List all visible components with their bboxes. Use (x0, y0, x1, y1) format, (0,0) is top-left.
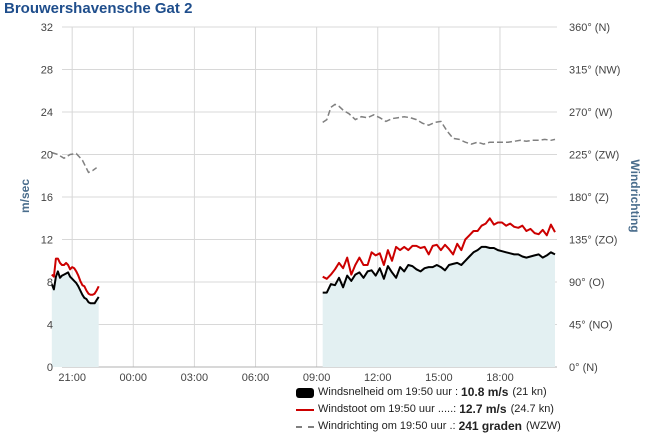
y-tick-label-right: 225° (ZW) (569, 150, 619, 162)
y-axis-left-ticks: 32 28 24 20 16 12 8 4 0 (41, 22, 53, 374)
y-tick-label: 16 (41, 192, 53, 204)
x-tick-label: 12:00 (364, 372, 392, 384)
chart-title: Brouwershavensche Gat 2 (4, 0, 193, 17)
y-tick-label-right: 315° (NW) (569, 65, 620, 77)
y-tick-label: 0 (47, 362, 53, 374)
speed-line (322, 245, 556, 294)
legend-label-gust: Windstoot om 19:50 uur .....: (318, 403, 457, 415)
x-tick-label: 06:00 (242, 372, 270, 384)
gust-line (51, 257, 100, 296)
y-tick-label: 32 (41, 22, 53, 34)
legend-swatch-direction (296, 425, 314, 428)
legend-value-direction: 241 graden (458, 419, 522, 433)
y-tick-label: 24 (41, 107, 53, 119)
y-tick-label-right: 360° (N) (569, 22, 610, 34)
wind-chart: 32 28 24 20 16 12 8 4 0 360° (N) 315° (NW) 270° (W… (18, 22, 642, 384)
speed-line (50, 270, 100, 305)
x-tick-label: 03:00 (181, 372, 209, 384)
y-tick-label: 20 (41, 150, 53, 162)
y-tick-label: 8 (47, 277, 53, 289)
legend-swatch-speed (296, 387, 314, 398)
y-axis-right-ticks: 360° (N) 315° (NW) 270° (W) 225° (ZW) 180° (… (569, 22, 620, 374)
y-tick-label-right: 135° (ZO) (569, 235, 617, 247)
direction-line (322, 103, 556, 145)
legend-value-gust: 12.7 m/s (459, 402, 507, 416)
legend-label-direction: Windrichting om 19:50 uur .: (318, 420, 456, 432)
legend-item-direction[interactable]: Windrichting om 19:50 uur .: 241 graden … (296, 418, 561, 435)
x-tick-label: 09:00 (303, 372, 331, 384)
legend-value-speed: 10.8 m/s (461, 385, 509, 399)
y-tick-label-right: 0° (N) (569, 362, 598, 374)
legend-label-speed: Windsnelheid om 19:50 uur : (318, 386, 459, 398)
y-tick-label: 28 (41, 65, 53, 77)
x-tick-label: 21:00 (58, 372, 86, 384)
y-tick-label: 4 (47, 320, 53, 332)
y-tick-label-right: 45° (NO) (569, 320, 613, 332)
x-axis-ticks: 21:00 00:00 03:00 06:00 09:00 12:00 15:00 18:00 (58, 372, 513, 384)
direction-line (51, 151, 98, 174)
y-tick-label: 12 (41, 235, 53, 247)
legend: Windsnelheid om 19:50 uur : 10.8 m/s (21… (296, 384, 561, 435)
y-tick-label-right: 180° (Z) (569, 192, 609, 204)
legend-unit-gust: (24.7 kn) (510, 403, 554, 415)
series-lines (50, 103, 556, 305)
x-tick-label: 00:00 (120, 372, 148, 384)
speed-area-fill (51, 271, 99, 367)
legend-item-gust[interactable]: Windstoot om 19:50 uur .....: 12.7 m/s (… (296, 401, 561, 418)
x-tick-label: 15:00 (425, 372, 453, 384)
y-tick-label-right: 270° (W) (569, 107, 613, 119)
speed-area-fill (322, 246, 555, 367)
legend-swatch-gust (296, 408, 314, 411)
gust-line (322, 217, 556, 280)
y-tick-label-right: 90° (O) (569, 277, 605, 289)
x-tick-label: 18:00 (486, 372, 514, 384)
legend-item-speed[interactable]: Windsnelheid om 19:50 uur : 10.8 m/s (21… (296, 384, 561, 401)
speed-area (51, 246, 555, 367)
legend-unit-direction: (WZW) (525, 420, 561, 432)
y-axis-right-label: Windrichting (628, 159, 642, 232)
y-axis-left-label: m/sec (18, 179, 32, 213)
legend-unit-speed: (21 kn) (512, 386, 547, 398)
